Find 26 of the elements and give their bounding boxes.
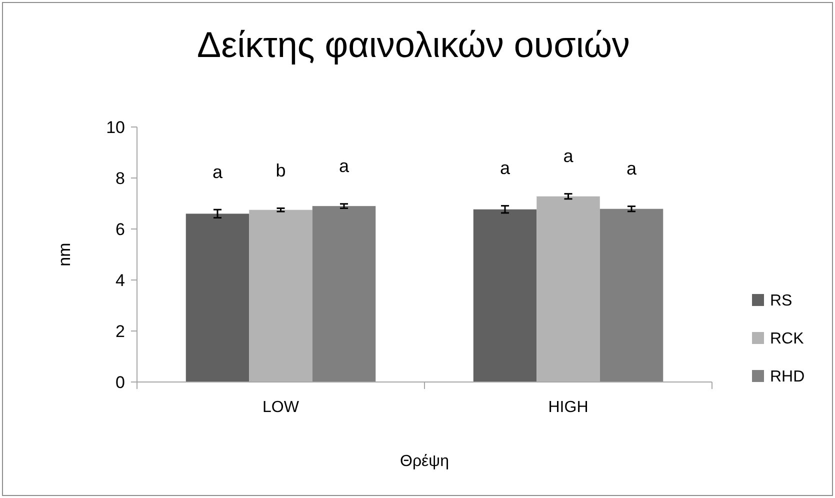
legend-label: RHD: [770, 368, 805, 386]
annotation: a: [338, 156, 350, 176]
legend-label: RS: [770, 292, 792, 310]
y-tick-label: 10: [106, 118, 125, 137]
bar: [600, 208, 664, 382]
annotation: a: [212, 162, 224, 182]
y-tick-label: 8: [116, 168, 125, 188]
bar: [536, 196, 600, 382]
bar: [249, 210, 312, 382]
x-tick-label: LOW: [262, 399, 300, 416]
y-axis-title: nm: [55, 242, 74, 266]
annotation: b: [276, 160, 286, 181]
y-tick-label: 0: [116, 372, 125, 392]
y-tick-label: 2: [116, 322, 125, 341]
y-tick-label: 6: [116, 220, 125, 239]
annotation: a: [500, 158, 511, 178]
x-tick-label: HIGH: [548, 399, 588, 416]
bar: [473, 209, 537, 382]
x-axis-title: Θρέψη: [400, 453, 449, 470]
y-tick-label: 4: [116, 270, 125, 290]
bar: [186, 214, 250, 382]
legend-label: RCK: [770, 330, 804, 348]
chart-title: Δείκτης φαινολικών ουσιών: [197, 24, 630, 65]
annotation: a: [626, 158, 638, 179]
annotation: a: [563, 146, 574, 166]
bar: [312, 206, 376, 382]
